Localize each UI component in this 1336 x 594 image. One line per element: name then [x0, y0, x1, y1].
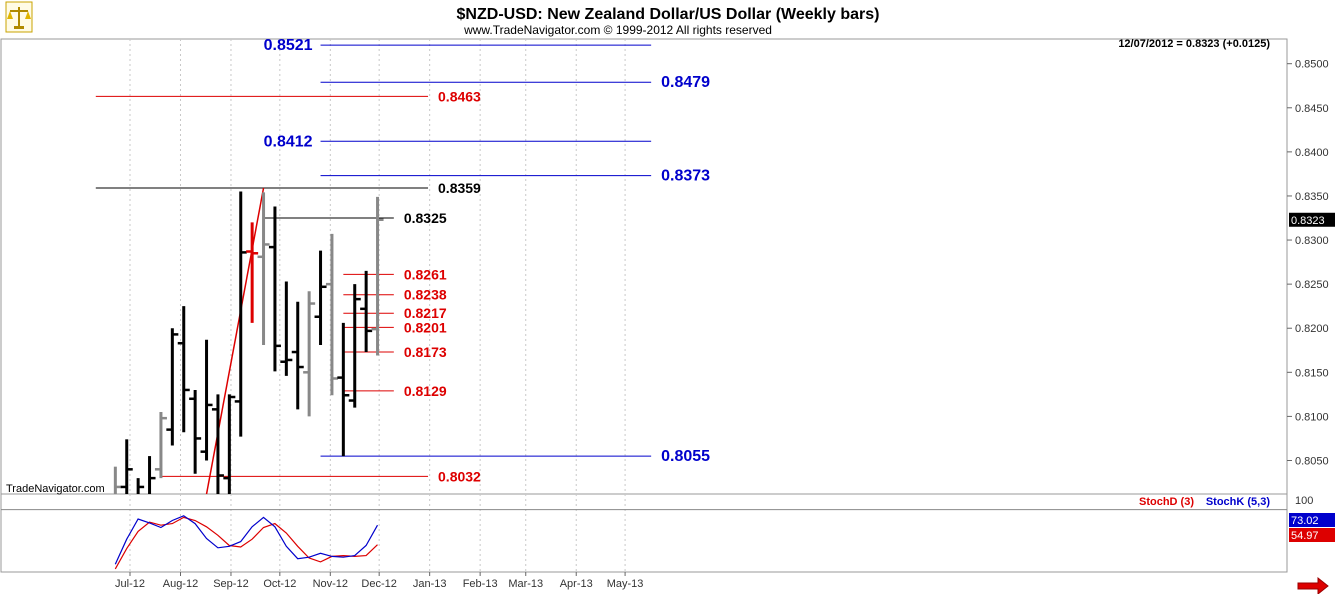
- stoch-value-label: 54.97: [1291, 530, 1319, 542]
- y-tick-label: 0.8350: [1295, 191, 1329, 203]
- y-tick-label: 0.8050: [1295, 455, 1329, 467]
- level-label: 0.8129: [404, 383, 447, 399]
- x-tick-label: May-13: [607, 578, 644, 590]
- y-tick-label: 0.8150: [1295, 367, 1329, 379]
- level-label: 0.8325: [404, 210, 447, 226]
- x-tick-label: Jul-12: [115, 578, 145, 590]
- axes: Jul-12 Aug-12 Sep-12 Oct-12 Nov-12 Dec-12 Jan-…: [115, 59, 1335, 590]
- chart-title: $NZD-USD: New Zealand Dollar/US Dollar (…: [457, 6, 880, 23]
- scales-of-justice-icon[interactable]: [5, 1, 33, 33]
- y-tick-label: 0.8250: [1295, 279, 1329, 291]
- y-tick-label: 0.8300: [1295, 235, 1329, 247]
- y-tick-label: 0.8200: [1295, 323, 1329, 335]
- level-label: 0.8373: [661, 168, 710, 185]
- stochastic-lines: [1, 509, 1287, 570]
- grid: [129, 39, 626, 572]
- level-label: 0.8521: [264, 37, 313, 54]
- x-tick-label: Jan-13: [413, 578, 447, 590]
- level-label: 0.8201: [404, 319, 447, 335]
- level-label: 0.8463: [438, 88, 481, 104]
- level-label: 0.8217: [404, 305, 447, 321]
- x-tick-label: Apr-13: [560, 578, 593, 590]
- level-label: 0.8359: [438, 180, 481, 196]
- y-tick-label: 0.8500: [1295, 59, 1329, 71]
- level-label: 0.8173: [404, 344, 447, 360]
- level-label: 0.8412: [264, 133, 313, 150]
- trendline: [205, 187, 265, 495]
- y-tick-label: 0.8450: [1295, 103, 1329, 115]
- x-tick-label: Sep-12: [213, 578, 248, 590]
- stoch-panel-frame: [0, 493, 1288, 573]
- trend-line: [205, 187, 265, 495]
- x-tick-label: Feb-13: [463, 578, 498, 590]
- stoch-y-tick-label: 100: [1295, 495, 1313, 507]
- y-tick-label: 0.8100: [1295, 411, 1329, 423]
- stoch-series-line: [114, 515, 379, 565]
- x-tick-label: Dec-12: [361, 578, 396, 590]
- price-bars: [113, 191, 384, 494]
- red-arrow-right-icon[interactable]: [1297, 576, 1329, 594]
- copyright-text: www.TradeNavigator.com © 1999-2012 All r…: [463, 23, 772, 37]
- level-label: 0.8238: [404, 287, 447, 303]
- legend-stochd: StochD (3): [1139, 496, 1194, 508]
- x-tick-label: Aug-12: [163, 578, 198, 590]
- y-tick-label: 0.8400: [1295, 147, 1329, 159]
- x-tick-label: Nov-12: [313, 578, 348, 590]
- x-tick-label: Oct-12: [263, 578, 296, 590]
- stoch-value-box: [1289, 513, 1335, 527]
- stoch-value-box: [1289, 528, 1335, 542]
- stoch-value-label: 73.02: [1291, 515, 1319, 527]
- watermark-text: TradeNavigator.com: [6, 483, 105, 495]
- legend-stochk: StochK (5,3): [1206, 496, 1271, 508]
- level-label: 0.8479: [661, 74, 710, 91]
- level-label: 0.8055: [661, 448, 710, 465]
- last-price-readout: 12/07/2012 = 0.8323 (+0.0125): [1118, 38, 1270, 50]
- level-lines: 0.8521 0.8479 0.8463 0.8412 0.8373 0.8359 0.83…: [95, 37, 710, 484]
- level-label: 0.8261: [404, 266, 447, 282]
- x-tick-label: Mar-13: [508, 578, 543, 590]
- level-label: 0.8032: [438, 468, 481, 484]
- last-price-label: 0.8323: [1291, 215, 1325, 227]
- last-price-box: [1289, 212, 1335, 227]
